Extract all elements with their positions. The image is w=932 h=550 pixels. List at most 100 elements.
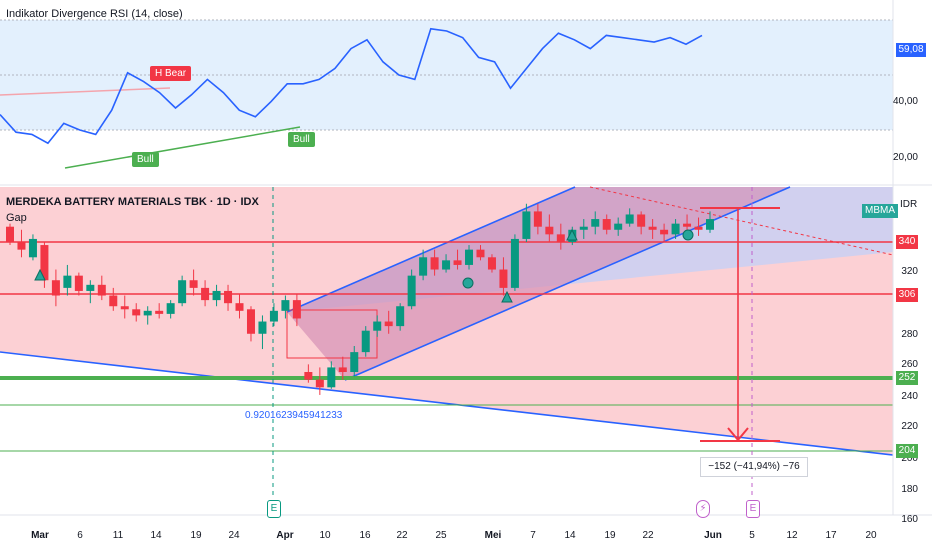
candle-body [625, 214, 634, 224]
candle-body [499, 269, 508, 288]
lightning-marker[interactable]: ⚡ [696, 500, 710, 518]
date-14: 14 [150, 530, 162, 541]
rsi-line [0, 27, 703, 145]
candle-body [97, 284, 106, 296]
candle-body [258, 321, 267, 334]
h-bear-tag: H Bear [150, 66, 192, 81]
earnings-marker-apr[interactable]: E [267, 500, 281, 518]
candle-body [373, 321, 382, 331]
date-11: 11 [112, 530, 124, 541]
signal-circle-2 [682, 229, 694, 241]
candle-body [614, 223, 623, 230]
price-tag-204: 204 [896, 444, 918, 458]
date-20: 20 [865, 530, 877, 541]
candle-body [694, 226, 703, 230]
candle-body [545, 226, 554, 235]
date-10: 10 [319, 530, 331, 541]
date-5: 5 [749, 530, 755, 541]
candle-body [109, 295, 118, 307]
candle-body [74, 275, 83, 291]
candle-body [591, 219, 600, 227]
price-label-240: 240 [901, 391, 918, 402]
rsi-level-40-label: 40,00 [892, 96, 918, 107]
candle-body [683, 223, 692, 227]
price-label-320: 320 [901, 266, 918, 277]
dashed-resistance [589, 186, 894, 256]
bear-divergence-line [0, 87, 171, 96]
bull-tag-2: Bull [288, 132, 315, 147]
candle-body [671, 223, 680, 235]
candle-body [602, 219, 611, 230]
long-downtrend [0, 351, 894, 456]
signal-circle-1 [462, 277, 474, 289]
candle-body [533, 211, 542, 227]
date-7: 7 [530, 530, 536, 541]
candle-body [132, 309, 141, 316]
candle-body [510, 238, 519, 288]
candle-body [522, 211, 531, 239]
candle-body [384, 321, 393, 327]
candle-body [419, 257, 428, 276]
price-label-220: 220 [901, 421, 918, 432]
candle-body [269, 310, 278, 322]
date-6: 6 [77, 530, 83, 541]
candle-body [189, 280, 198, 288]
candle-body [292, 300, 301, 319]
date-14b: 14 [564, 530, 576, 541]
candle-body [648, 226, 657, 230]
candles-group [6, 203, 714, 395]
candle-body [637, 214, 646, 227]
candle-body [442, 260, 451, 270]
date-jun: Jun [704, 530, 722, 541]
candle-body [315, 379, 324, 388]
candle-body [28, 238, 37, 258]
price-tag-340: 340 [896, 235, 918, 249]
price-tag-252: 252 [896, 371, 918, 385]
candle-body [430, 257, 439, 270]
candle-body [246, 309, 255, 334]
candle-body [63, 275, 72, 288]
candle-body [86, 284, 95, 291]
candle-body [212, 290, 221, 301]
candle-body [327, 367, 336, 388]
symbol-title[interactable]: MERDEKA BATTERY MATERIALS TBK · 1D · IDX [6, 196, 259, 208]
date-22: 22 [396, 530, 408, 541]
earnings-marker-jun[interactable]: E [746, 500, 760, 518]
rsi-current-value: 59,08 [896, 43, 926, 57]
signal-triangle-2 [501, 290, 513, 303]
candle-body [235, 303, 244, 311]
candle-body [281, 300, 290, 311]
channel-upper [286, 186, 576, 313]
candle-body [201, 287, 210, 301]
candle-body [143, 310, 152, 316]
candle-body [155, 310, 164, 314]
candle-body [17, 242, 26, 250]
candle-body [407, 275, 416, 307]
date-17: 17 [825, 530, 837, 541]
channel-lower [344, 186, 791, 381]
candle-body [350, 352, 359, 372]
candle-body [453, 260, 462, 265]
date-19b: 19 [604, 530, 616, 541]
symbol-badge: MBMA [862, 204, 898, 218]
currency-label[interactable]: IDR [900, 199, 918, 210]
candle-body [304, 372, 313, 380]
candle-body [6, 226, 14, 242]
candle-body [487, 257, 496, 270]
bull-divergence-line [64, 126, 301, 169]
candle-body [396, 306, 405, 327]
price-label-160: 160 [901, 514, 918, 525]
candle-body [579, 226, 588, 230]
candle-body [706, 219, 714, 230]
bull-tag-1: Bull [132, 152, 159, 167]
measure-label: −152 (−41,94%) −76 [700, 457, 808, 477]
candle-body [660, 229, 669, 235]
date-apr: Apr [276, 530, 294, 541]
price-label-280: 280 [901, 329, 918, 340]
candle-body [178, 280, 187, 304]
price-tag-306: 306 [896, 288, 918, 302]
date-22b: 22 [642, 530, 654, 541]
date-mei: Mei [484, 530, 502, 541]
rsi-indicator-title[interactable]: Indikator Divergence RSI (14, close) [6, 8, 183, 20]
